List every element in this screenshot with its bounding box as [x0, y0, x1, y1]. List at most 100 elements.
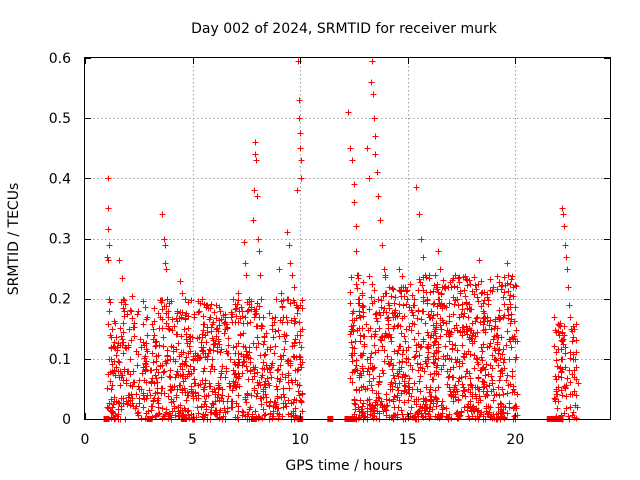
data-point: [440, 362, 447, 369]
data-point: [105, 321, 112, 328]
data-point: [113, 398, 120, 405]
data-point: [511, 413, 518, 420]
data-point: [350, 308, 357, 315]
data-point: [159, 385, 166, 392]
data-point: [221, 405, 228, 412]
data-point: [567, 314, 574, 321]
data-point: [243, 272, 250, 279]
data-point: [299, 408, 306, 415]
data-point: [388, 293, 395, 300]
data-point: [233, 374, 240, 381]
data-point: [243, 348, 250, 355]
data-point: [467, 398, 474, 405]
data-point: [408, 393, 415, 400]
data-point: [285, 397, 292, 404]
data-point: [290, 353, 297, 360]
data-point: [360, 350, 367, 357]
data-point: [554, 405, 561, 412]
data-point: [437, 266, 444, 273]
data-point: [422, 401, 429, 408]
data-point: [213, 302, 220, 309]
data-point: [209, 356, 216, 363]
data-point: [392, 380, 399, 387]
data-point: [127, 356, 134, 363]
data-point: [127, 307, 134, 314]
data-point: [463, 368, 470, 375]
data-point: [183, 331, 190, 338]
data-point: [160, 343, 167, 350]
data-point: [574, 404, 581, 411]
data-point: [105, 226, 112, 233]
data-point: [254, 390, 261, 397]
data-point: [345, 109, 352, 116]
data-point: [511, 404, 518, 411]
data-point: [428, 393, 435, 400]
data-point: [450, 398, 457, 405]
data-point: [557, 320, 564, 327]
data-point: [473, 355, 480, 362]
data-point: [119, 275, 126, 282]
data-point: [487, 317, 494, 324]
data-point: [179, 290, 186, 297]
data-point: [217, 308, 224, 315]
data-point: [222, 326, 229, 333]
data-point: [266, 310, 273, 317]
data-point: [423, 404, 430, 411]
data-point: [149, 350, 156, 357]
data-point: [568, 326, 575, 333]
data-point: [299, 390, 306, 397]
data-point: [469, 320, 476, 327]
data-point: [459, 332, 466, 339]
data-point: [238, 304, 245, 311]
data-point: [508, 311, 515, 318]
data-point: [431, 350, 438, 357]
data-point: [513, 327, 520, 334]
data-point: [482, 315, 489, 322]
data-point: [401, 378, 408, 385]
data-point: [250, 217, 257, 224]
data-point: [107, 378, 114, 385]
data-point: [413, 184, 420, 191]
data-point: [109, 326, 116, 333]
data-point: [503, 342, 510, 349]
data-point: [464, 305, 471, 312]
data-point: [411, 296, 418, 303]
data-point: [379, 242, 386, 249]
data-point: [281, 346, 288, 353]
data-point: [380, 309, 387, 316]
data-point: [258, 374, 265, 381]
data-point: [251, 370, 258, 377]
data-point: [121, 297, 128, 304]
data-point: [244, 391, 251, 398]
data-point: [349, 317, 356, 324]
data-point: [446, 338, 453, 345]
data-point: [289, 272, 296, 279]
data-point: [488, 388, 495, 395]
data-point: [360, 309, 367, 316]
data-point: [482, 372, 489, 379]
data-point: [559, 392, 566, 399]
data-point: [297, 356, 304, 363]
data-point: [454, 284, 461, 291]
data-point: [143, 316, 150, 323]
data-point: [405, 397, 412, 404]
data-point: [275, 366, 282, 373]
data-point: [148, 367, 155, 374]
data-point: [554, 363, 561, 370]
data-point: [161, 236, 168, 243]
data-point: [137, 336, 144, 343]
data-point: [171, 323, 178, 330]
data-point: [481, 318, 488, 325]
data-point: [507, 301, 514, 308]
data-point: [394, 392, 401, 399]
data-point: [234, 301, 241, 308]
data-point: [426, 314, 433, 321]
data-point: [400, 347, 407, 354]
data-point: [226, 380, 233, 387]
data-point: [573, 337, 580, 344]
data-point: [210, 337, 217, 344]
data-point: [427, 289, 434, 296]
data-point: [483, 361, 490, 368]
data-point: [406, 375, 413, 382]
data-point: [377, 336, 384, 343]
